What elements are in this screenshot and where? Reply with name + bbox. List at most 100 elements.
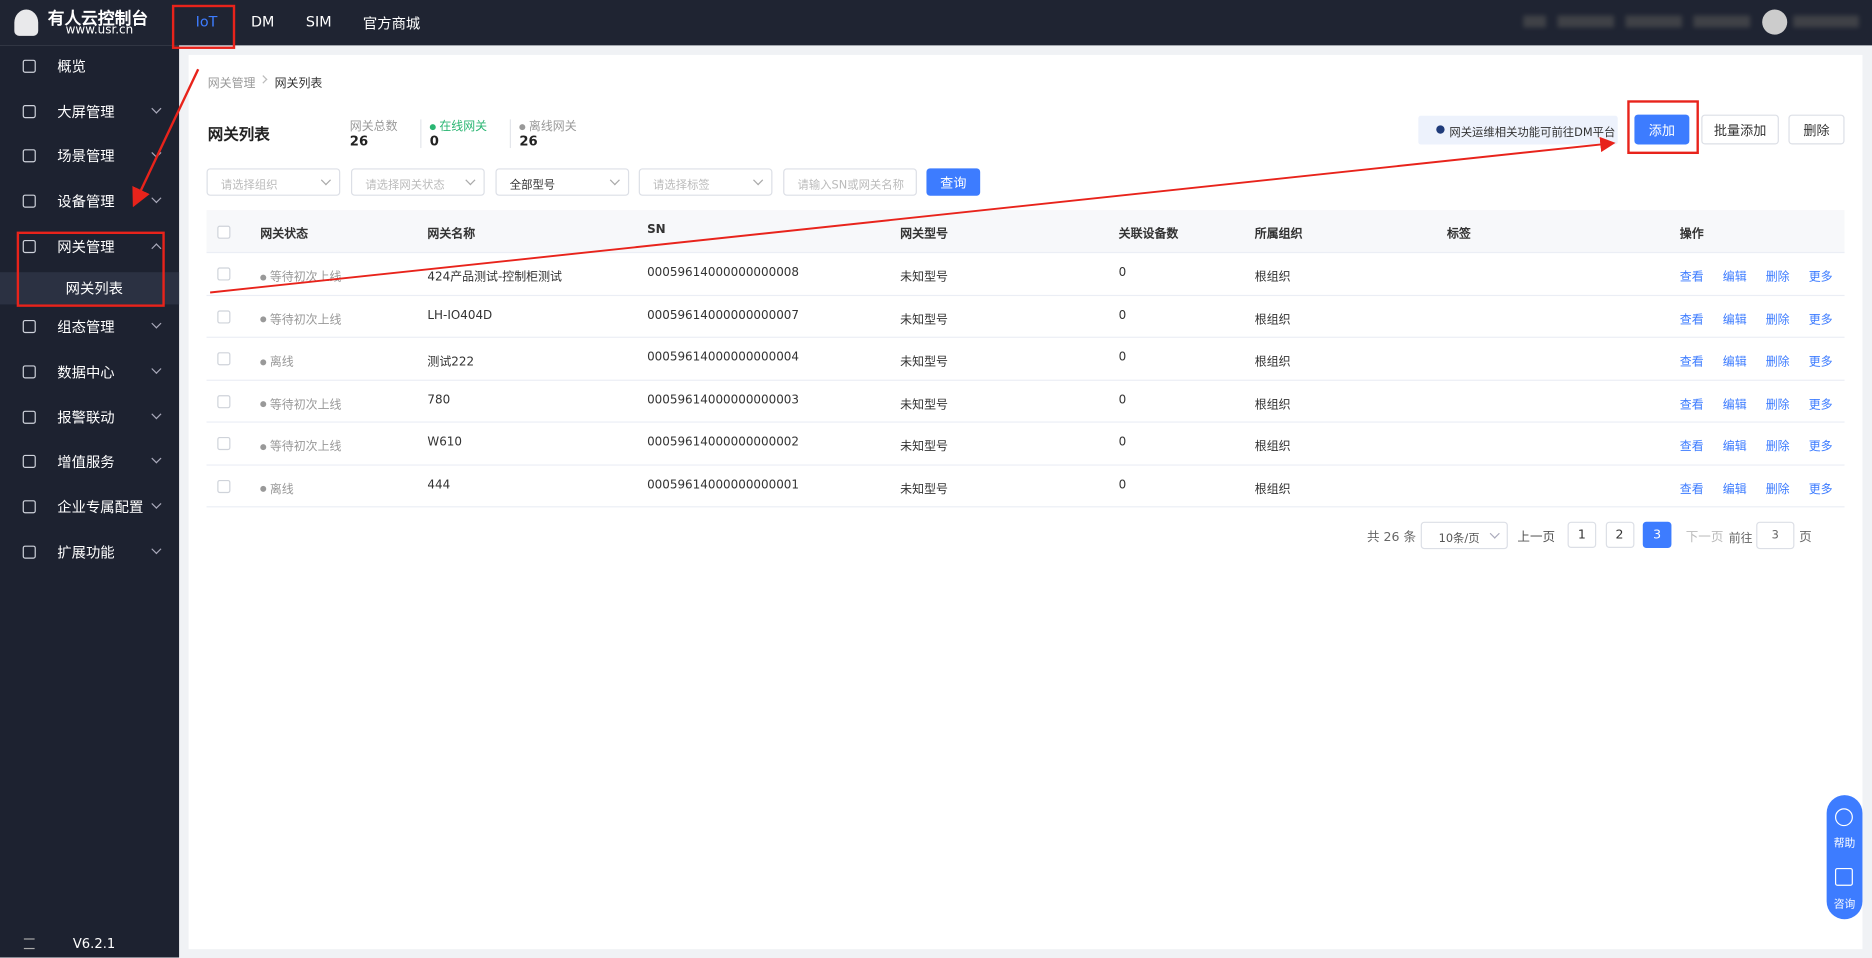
menu-icon — [22, 59, 36, 73]
menu-label: 组态管理 — [57, 318, 115, 336]
action-link[interactable]: 编辑 — [1722, 355, 1747, 369]
checkbox[interactable] — [217, 225, 231, 239]
menu-item[interactable]: 组态管理 — [0, 309, 179, 342]
menu-item[interactable]: 数据中心 — [0, 355, 179, 388]
menu-item[interactable]: 概览 — [0, 49, 179, 82]
action-link[interactable]: 编辑 — [1722, 313, 1747, 327]
breadcrumb-item[interactable]: 网关管理 — [207, 77, 256, 91]
button[interactable]: 删除 — [1788, 114, 1845, 145]
next[interactable]: 下一页 — [1685, 530, 1724, 545]
action-link[interactable]: 更多 — [1808, 271, 1833, 285]
notice-text: 网关运维相关功能可前往DM平台 — [1449, 126, 1616, 140]
menu-label: 数据中心 — [57, 364, 115, 381]
action-link[interactable]: 更多 — [1808, 355, 1833, 369]
action-link[interactable]: 删除 — [1765, 271, 1790, 285]
nav-tab[interactable]: 官方商城 — [362, 15, 421, 33]
menu-item[interactable]: 企业专属配置 — [0, 489, 179, 522]
action-link[interactable]: 查看 — [1679, 398, 1704, 412]
action-link[interactable]: 查看 — [1679, 313, 1704, 327]
menu-label: 概览 — [57, 58, 86, 76]
page-size-select[interactable]: 10条/页 — [1420, 521, 1508, 550]
cell: 未知型号 — [900, 398, 948, 412]
prev[interactable]: 上一页 — [1517, 530, 1556, 545]
goto-input[interactable]: 3 — [1756, 521, 1795, 550]
action-link[interactable]: 更多 — [1808, 440, 1833, 454]
menu-item[interactable]: 报警联动 — [0, 400, 179, 433]
action-link[interactable]: 查看 — [1679, 271, 1704, 285]
search-input[interactable]: 请输入SN或网关名称 — [783, 168, 917, 196]
sidebar: 概览大屏管理场景管理设备管理网关管理组态管理数据中心报警联动增值服务企业专属配置… — [0, 45, 180, 958]
action-link[interactable]: 删除 — [1765, 313, 1790, 327]
action-link[interactable]: 查看 — [1679, 355, 1704, 369]
column-header: 网关名称 — [427, 228, 476, 242]
menu-item[interactable]: 扩展功能 — [0, 535, 179, 568]
action-link[interactable]: 查看 — [1679, 440, 1704, 454]
action-link[interactable]: 删除 — [1765, 482, 1790, 497]
filter-select[interactable]: 请选择组织 — [206, 168, 341, 196]
help-label[interactable]: 咨询 — [1833, 898, 1856, 911]
cell: LH-IO404D — [427, 308, 493, 322]
button[interactable]: 批量添加 — [1701, 114, 1779, 145]
menu-label: 企业专属配置 — [57, 499, 144, 516]
action-link[interactable]: 删除 — [1765, 440, 1790, 454]
menu-icon — [22, 239, 36, 254]
goto-value: 3 — [1771, 528, 1779, 543]
menu-icon — [22, 454, 36, 469]
menu-item[interactable]: 网关管理 — [0, 229, 179, 262]
filter-select[interactable]: 请选择标签 — [638, 168, 773, 196]
action-link[interactable]: 编辑 — [1722, 398, 1747, 412]
filter-select[interactable]: 全部型号 — [495, 168, 630, 196]
page-button[interactable]: 2 — [1605, 521, 1634, 548]
action-link[interactable]: 删除 — [1765, 355, 1790, 369]
menu-item[interactable]: 增值服务 — [0, 444, 179, 477]
checkbox[interactable] — [217, 436, 231, 451]
query-button[interactable]: 查询 — [926, 168, 981, 196]
checkbox[interactable] — [217, 309, 231, 323]
cell: 离线 — [260, 478, 294, 496]
column-header: 网关状态 — [260, 228, 309, 242]
checkbox[interactable] — [217, 394, 231, 408]
menu-icon — [22, 365, 36, 379]
help-icon[interactable] — [1834, 867, 1853, 886]
sub-menu-label[interactable]: 网关列表 — [65, 280, 123, 298]
nav-tab[interactable]: DM — [250, 13, 275, 30]
action-link[interactable]: 编辑 — [1722, 271, 1747, 285]
checkbox[interactable] — [217, 479, 231, 493]
nav-tab[interactable]: SIM — [305, 13, 332, 30]
search-placeholder: 请输入SN或网关名称 — [797, 179, 904, 193]
action-link[interactable]: 查看 — [1679, 482, 1704, 497]
filter-text: 请选择组织 — [220, 179, 278, 193]
column-header: 所属组织 — [1254, 228, 1303, 242]
page-button[interactable]: 3 — [1642, 521, 1672, 548]
avatar[interactable] — [1762, 9, 1788, 35]
menu-label: 扩展功能 — [57, 544, 115, 562]
help-label[interactable]: 帮助 — [1833, 838, 1856, 851]
action-link[interactable]: 删除 — [1765, 398, 1790, 412]
filter-select[interactable]: 请选择网关状态 — [351, 168, 485, 196]
checkbox[interactable] — [217, 352, 231, 366]
chevron — [151, 318, 162, 329]
menu-item[interactable]: 大屏管理 — [0, 94, 179, 127]
page-button[interactable]: 1 — [1567, 521, 1597, 548]
menu-icon — [22, 319, 36, 334]
cell: 00059614000000000002 — [647, 435, 800, 449]
checkbox[interactable] — [217, 267, 231, 281]
button[interactable]: 添加 — [1634, 114, 1690, 145]
page-title: 网关列表 — [207, 126, 270, 145]
menu-item[interactable]: 设备管理 — [0, 184, 179, 217]
cell: 00059614000000000001 — [647, 478, 800, 492]
cell: 0 — [1118, 393, 1127, 407]
action-link[interactable]: 更多 — [1808, 482, 1833, 497]
table-header: 网关状态 网关名称 SN 网关型号 关联设备数 所属组织 标签 操作 — [206, 210, 1845, 254]
action-link[interactable]: 编辑 — [1722, 482, 1747, 497]
menu-item[interactable]: 场景管理 — [0, 138, 179, 171]
content-panel: 网关管理 网关列表 网关列表 网关总数 26 在线网关 0 离线网关 26 网关运维相关功能可前往… — [188, 54, 1863, 950]
help-icon[interactable] — [1834, 808, 1853, 827]
cell: 根组织 — [1254, 355, 1291, 369]
action-link[interactable]: 更多 — [1808, 398, 1833, 412]
cell: 780 — [427, 393, 451, 407]
collapse-icon — [23, 938, 35, 950]
action-link[interactable]: 更多 — [1808, 313, 1833, 327]
column-header: 网关型号 — [900, 228, 948, 242]
action-link[interactable]: 编辑 — [1722, 440, 1747, 454]
